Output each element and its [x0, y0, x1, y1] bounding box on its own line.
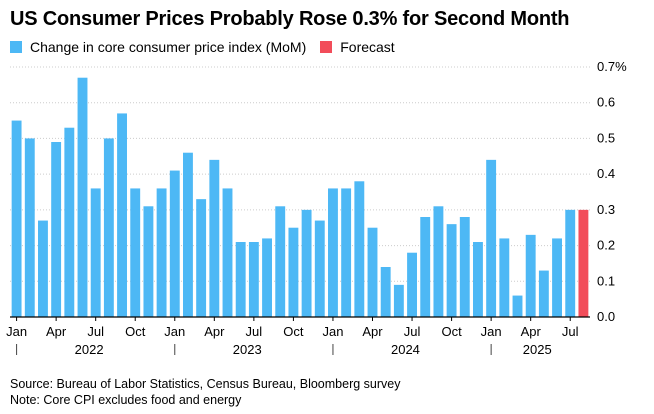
x-year-label: 2024 [391, 342, 420, 357]
legend: Change in core consumer price index (MoM… [10, 39, 409, 55]
bar-actual [314, 220, 325, 317]
bar-actual [380, 267, 391, 317]
bar-actual [156, 188, 167, 317]
bar-actual [459, 217, 470, 317]
x-tick-label: Apr [362, 324, 383, 339]
footer: Source: Bureau of Labor Statistics, Cens… [10, 376, 400, 408]
x-tick-label: Jan [164, 324, 185, 339]
x-tick-label: Oct [125, 324, 146, 339]
y-tick-label: 0.7% [597, 59, 627, 74]
bar-actual [117, 113, 127, 318]
bar-actual [262, 238, 272, 317]
bar-actual [90, 188, 101, 317]
definition-note: Note: Core CPI excludes food and energy [10, 393, 242, 407]
legend-swatch-core-cpi [10, 41, 22, 53]
x-tick-label: Jan [481, 324, 502, 339]
bar-actual [354, 181, 365, 317]
bar-forecast [578, 209, 589, 317]
source-note: Source: Bureau of Labor Statistics, Cens… [10, 377, 401, 391]
bar-actual [301, 209, 312, 317]
x-year-label: 2023 [233, 342, 262, 357]
bar-actual [143, 206, 154, 317]
y-axis: 0.0 0.1 0.2 0.3 0.4 0.5 0.6 0.7% [597, 59, 627, 324]
bar-actual [275, 206, 286, 317]
bar-actual [51, 142, 62, 317]
bar-actual [196, 199, 207, 317]
bar-actual [341, 188, 352, 317]
y-tick-label: 0.6 [597, 95, 615, 110]
bar-actual [183, 152, 193, 317]
bar-actual [328, 188, 338, 317]
bar-actual [103, 138, 114, 317]
x-axis: Jan Apr Jul Oct Jan Apr Jul Oct Jan Apr Jul Oct Jan A… [6, 316, 590, 357]
x-tick-label: Jan [322, 324, 343, 339]
y-tick-label: 0.0 [597, 309, 615, 324]
bar-actual [433, 206, 444, 317]
legend-swatch-forecast [320, 41, 333, 53]
bar-actual [38, 220, 48, 317]
y-tick-label: 0.5 [597, 130, 615, 145]
x-tick-label: Jul [246, 324, 263, 339]
bar-actual [552, 238, 562, 317]
bar-actual [222, 188, 233, 317]
bar-actual [446, 224, 457, 317]
bar-actual [420, 217, 431, 317]
bar-actual [473, 242, 483, 317]
x-tick-label: Jul [87, 324, 104, 339]
x-tick-label: Oct [283, 324, 304, 339]
bar-actual [77, 77, 88, 318]
x-tick-label: Apr [521, 324, 542, 339]
x-year-label: 2022 [75, 342, 104, 357]
bar-actual [288, 227, 299, 317]
x-tick-label: Apr [46, 324, 67, 339]
chart-title: US Consumer Prices Probably Rose 0.3% fo… [10, 8, 570, 30]
bars [11, 77, 589, 318]
bar-actual [169, 170, 180, 317]
y-tick-label: 0.2 [597, 238, 615, 253]
bar-actual [367, 227, 378, 317]
bar-actual [538, 270, 549, 317]
bar-actual [499, 238, 510, 317]
bar-actual [565, 209, 576, 317]
x-tick-label: Apr [204, 324, 225, 339]
y-tick-label: 0.4 [597, 166, 615, 181]
legend-label-core-cpi: Change in core consumer price index (MoM… [30, 39, 307, 55]
bar-actual [525, 234, 536, 317]
bar-actual [24, 138, 35, 317]
legend-item-core-cpi: Change in core consumer price index (MoM… [10, 39, 306, 55]
x-tick-label: Jan [6, 324, 27, 339]
x-tick-label: Jul [404, 324, 421, 339]
y-tick-label: 0.3 [597, 202, 615, 217]
bar-actual [248, 242, 259, 317]
bar-chart: Jan Apr Jul Oct Jan Apr Jul Oct Jan Apr Jul Oct Jan A… [6, 59, 627, 357]
x-tick-label: Oct [441, 324, 462, 339]
bar-actual [11, 120, 22, 317]
bar-actual [486, 159, 497, 317]
bar-actual [64, 127, 75, 318]
bar-actual [130, 188, 141, 317]
legend-label-forecast: Forecast [340, 39, 395, 55]
legend-item-forecast: Forecast [320, 39, 395, 55]
y-tick-label: 0.1 [597, 273, 615, 288]
bar-actual [512, 295, 523, 317]
x-year-label: 2025 [523, 342, 552, 357]
bar-actual [209, 159, 220, 317]
x-tick-label: Jul [562, 324, 579, 339]
bar-actual [407, 252, 417, 317]
bar-actual [235, 242, 246, 317]
bar-actual [393, 284, 404, 317]
